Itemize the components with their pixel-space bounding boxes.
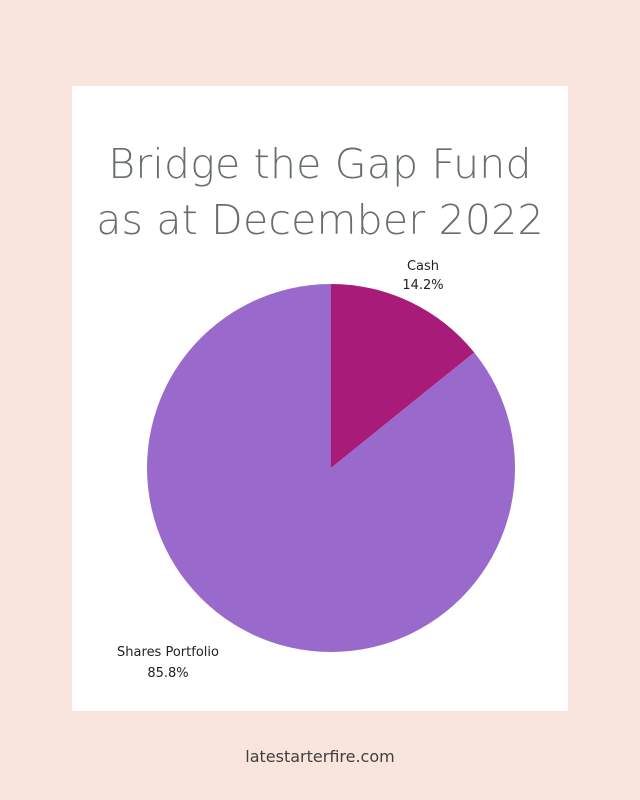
pie-slice-shares-portfolio	[147, 284, 516, 652]
chart-title-line-1: Bridge the Gap Fund	[108, 140, 532, 188]
chart-title-line-2: as at December 2022	[96, 196, 544, 244]
chart-title: Bridge the Gap Fund as at December 2022	[72, 136, 568, 248]
pie-labels: Cash 14.2% Shares Portfolio 85.8%	[117, 259, 444, 681]
slice-value-shares-portfolio: 85.8%	[147, 666, 188, 681]
footer-website: latestarterfire.com	[245, 747, 395, 766]
slice-label-cash: Cash	[407, 259, 439, 274]
pie-slices	[147, 284, 516, 652]
slice-label-shares-portfolio: Shares Portfolio	[117, 645, 219, 660]
slice-value-cash: 14.2%	[402, 278, 443, 293]
pie-slice-cash	[331, 284, 475, 468]
